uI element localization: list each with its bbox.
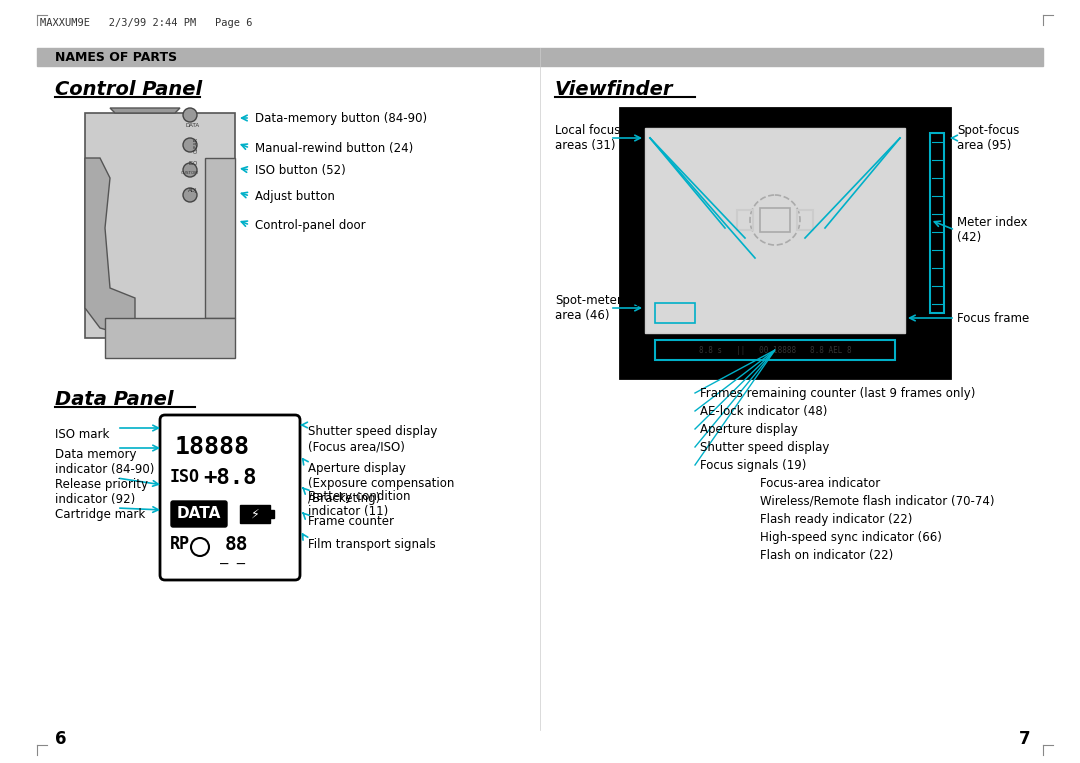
Bar <box>737 210 753 230</box>
Text: 6: 6 <box>55 730 67 748</box>
Bar <box>37 48 1043 66</box>
Text: Viewfinder: Viewfinder <box>555 80 674 99</box>
Text: Control Panel: Control Panel <box>55 80 202 99</box>
Text: Release priority
indicator (92): Release priority indicator (92) <box>55 478 148 506</box>
Text: 18888: 18888 <box>175 435 249 459</box>
Text: Shutter speed display
(Focus area/ISO): Shutter speed display (Focus area/ISO) <box>308 425 437 453</box>
Polygon shape <box>205 158 235 318</box>
Text: ISO button (52): ISO button (52) <box>255 163 346 176</box>
Text: 8.8 s   ||   00 18888   8.8 AEL 8: 8.8 s || 00 18888 8.8 AEL 8 <box>699 346 851 355</box>
Text: RP: RP <box>170 535 190 553</box>
Text: AE-lock indicator (48): AE-lock indicator (48) <box>700 404 827 417</box>
Text: Data-memory button (84-90): Data-memory button (84-90) <box>255 111 427 124</box>
Text: Cartridge mark: Cartridge mark <box>55 508 145 521</box>
FancyBboxPatch shape <box>171 501 227 527</box>
Text: Focus signals (19): Focus signals (19) <box>700 459 807 472</box>
Bar <box>797 210 813 230</box>
Text: +8.8: +8.8 <box>203 468 257 488</box>
Text: DATA: DATA <box>186 123 200 127</box>
Text: Control-panel door: Control-panel door <box>255 218 366 231</box>
Text: MAXXUM9E   2/3/99 2:44 PM   Page 6: MAXXUM9E 2/3/99 2:44 PM Page 6 <box>40 18 253 28</box>
Polygon shape <box>85 113 235 338</box>
Text: Frame counter: Frame counter <box>308 515 394 528</box>
Text: 88: 88 <box>225 535 248 554</box>
Text: ⚡: ⚡ <box>251 507 259 520</box>
Text: Battery condition
indicator (11): Battery condition indicator (11) <box>308 490 410 518</box>
Text: Shutter speed display: Shutter speed display <box>700 440 829 453</box>
Text: Film transport signals: Film transport signals <box>308 538 435 551</box>
Text: Local focus
areas (31): Local focus areas (31) <box>555 124 620 152</box>
Text: NAMES OF PARTS: NAMES OF PARTS <box>55 50 177 63</box>
Bar <box>620 108 950 378</box>
Bar <box>645 128 905 333</box>
Circle shape <box>183 138 197 152</box>
FancyBboxPatch shape <box>160 415 300 580</box>
Circle shape <box>183 108 197 122</box>
Bar <box>270 510 274 518</box>
Polygon shape <box>105 318 235 358</box>
Text: Wireless/Remote flash indicator (70-74): Wireless/Remote flash indicator (70-74) <box>760 494 995 507</box>
Text: Meter index
(42): Meter index (42) <box>957 216 1027 244</box>
Text: Data Panel: Data Panel <box>55 390 174 409</box>
Polygon shape <box>85 158 135 338</box>
Bar <box>240 505 270 523</box>
Bar <box>654 340 895 360</box>
Text: Spot-metering
area (46): Spot-metering area (46) <box>555 294 640 322</box>
Text: Focus-area indicator: Focus-area indicator <box>760 477 880 490</box>
Text: Frames remaining counter (last 9 frames only): Frames remaining counter (last 9 frames … <box>700 387 975 400</box>
Text: DATA: DATA <box>177 507 221 521</box>
Bar <box>760 208 789 232</box>
Text: Focus frame: Focus frame <box>957 311 1029 324</box>
Text: Adjust button: Adjust button <box>255 189 335 202</box>
Circle shape <box>183 188 197 202</box>
Text: Data memory
indicator (84-90): Data memory indicator (84-90) <box>55 448 154 476</box>
Text: High-speed sync indicator (66): High-speed sync indicator (66) <box>760 530 942 543</box>
Text: 7: 7 <box>1018 730 1030 748</box>
Text: _ _: _ _ <box>220 550 245 564</box>
Text: ISO: ISO <box>170 468 200 486</box>
Text: Spot-focus
area (95): Spot-focus area (95) <box>957 124 1020 152</box>
Text: Flash ready indicator (22): Flash ready indicator (22) <box>760 513 913 526</box>
Circle shape <box>183 163 197 177</box>
Text: Aperture display: Aperture display <box>700 423 798 436</box>
Text: Aperture display
(Exposure compensation
/Bracketing): Aperture display (Exposure compensation … <box>308 462 455 505</box>
Polygon shape <box>110 108 180 113</box>
Text: CUSTOM: CUSTOM <box>181 171 199 175</box>
Text: ISO mark: ISO mark <box>55 428 109 441</box>
Text: Flash on indicator (22): Flash on indicator (22) <box>760 549 893 562</box>
Bar <box>654 303 696 323</box>
Bar <box>930 133 944 313</box>
Text: ISO: ISO <box>188 160 198 166</box>
Text: Manual-rewind button (24): Manual-rewind button (24) <box>255 141 414 154</box>
Text: ADJ: ADJ <box>188 188 198 192</box>
Text: CLEAR: CLEAR <box>193 137 199 153</box>
